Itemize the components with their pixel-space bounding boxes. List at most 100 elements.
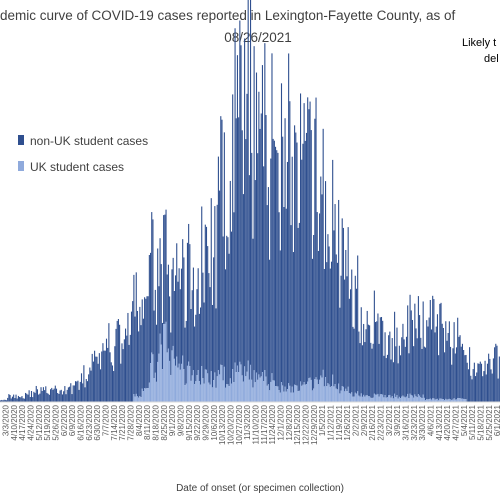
- bar-non-uk-cases: [409, 294, 411, 394]
- bar-non-uk-cases: [272, 138, 274, 381]
- bar-non-uk-cases: [236, 55, 238, 366]
- bar-non-uk-cases: [84, 387, 86, 402]
- bar-non-uk-cases: [130, 311, 133, 402]
- bar-non-uk-cases: [76, 381, 78, 402]
- bar-non-uk-cases: [126, 335, 128, 402]
- bar-non-uk-cases: [59, 390, 61, 402]
- bar-non-uk-cases: [336, 262, 338, 390]
- bar-uk-student-cases: [447, 399, 449, 402]
- bar-non-uk-cases: [427, 326, 429, 400]
- bar-uk-student-cases: [192, 369, 194, 402]
- bar-non-uk-cases: [358, 331, 360, 396]
- bar-non-uk-cases: [435, 326, 437, 400]
- x-tick-label: 5/19/2020: [43, 404, 52, 440]
- bar-non-uk-cases: [447, 333, 449, 400]
- x-tick-label: 8/11/2020: [143, 404, 152, 440]
- bar-uk-student-cases: [378, 396, 380, 402]
- bar-non-uk-cases: [350, 289, 352, 394]
- week-bar-group: [16, 395, 25, 402]
- bar-uk-student-cases: [254, 382, 256, 402]
- bar-non-uk-cases: [75, 381, 77, 402]
- bar-non-uk-cases: [473, 362, 475, 402]
- bar-uk-student-cases: [295, 385, 297, 402]
- bar-uk-student-cases: [285, 391, 287, 402]
- bar-uk-student-cases: [446, 399, 448, 402]
- legend: non-UK student cases UK student cases: [18, 134, 148, 174]
- bar-uk-student-cases: [315, 377, 317, 402]
- x-tick-label: 6/2/2020: [60, 404, 69, 436]
- bar-uk-student-cases: [421, 398, 423, 402]
- bar-non-uk-cases: [376, 321, 378, 395]
- bar-non-uk-cases: [89, 367, 91, 402]
- bar-uk-student-cases: [190, 380, 192, 402]
- bar-non-uk-cases: [282, 136, 284, 386]
- x-tick-label: 2/2/2021: [352, 404, 361, 436]
- bar-uk-student-cases: [233, 382, 235, 402]
- bar-non-uk-cases: [161, 322, 163, 370]
- bar-uk-student-cases: [409, 393, 411, 402]
- x-tick-label: 6/30/2020: [93, 404, 102, 440]
- bar-non-uk-cases: [458, 336, 460, 399]
- bar-non-uk-cases: [222, 236, 224, 381]
- bar-non-uk-cases: [363, 323, 365, 395]
- bar-uk-student-cases: [415, 396, 417, 402]
- bar-uk-student-cases: [353, 396, 355, 402]
- week-bar-group: [350, 255, 359, 402]
- bar-uk-student-cases: [298, 390, 300, 402]
- bar-non-uk-cases: [454, 353, 456, 400]
- bar-uk-student-cases: [163, 324, 165, 402]
- week-bar-group: [8, 394, 17, 402]
- bar-non-uk-cases: [367, 324, 369, 397]
- bar-non-uk-cases: [25, 392, 27, 402]
- bar-non-uk-cases: [201, 206, 203, 367]
- bar-uk-student-cases: [411, 395, 413, 402]
- bar-non-uk-cases: [316, 212, 318, 380]
- bar-uk-student-cases: [355, 393, 358, 402]
- bar-non-uk-cases: [148, 255, 150, 383]
- bar-non-uk-cases: [340, 275, 342, 391]
- bar-non-uk-cases: [234, 28, 236, 363]
- bar-uk-student-cases: [344, 391, 346, 402]
- bar-uk-student-cases: [455, 399, 458, 402]
- bar-non-uk-cases: [191, 290, 193, 376]
- x-tick-label: 4/24/2020: [27, 404, 36, 440]
- x-tick-label: 6/9/2020: [68, 404, 77, 436]
- bar-non-uk-cases: [54, 385, 56, 402]
- bar-non-uk-cases: [45, 386, 47, 402]
- bar-uk-student-cases: [238, 372, 240, 402]
- legend-swatch-non-uk: [18, 135, 24, 145]
- bar-uk-student-cases: [429, 398, 431, 402]
- bar-non-uk-cases: [135, 272, 137, 394]
- bar-uk-student-cases: [430, 399, 433, 402]
- bar-non-uk-cases: [308, 109, 310, 379]
- bar-uk-student-cases: [215, 387, 217, 402]
- week-bar-group: [375, 313, 384, 402]
- bar-non-uk-cases: [444, 352, 446, 401]
- bar-non-uk-cases: [22, 398, 24, 402]
- week-bar-group: [125, 301, 134, 402]
- bar-non-uk-cases: [5, 400, 8, 402]
- x-tick-label: 1/26/2021: [343, 404, 352, 440]
- bar-non-uk-cases: [65, 394, 67, 402]
- bar-uk-student-cases: [221, 365, 223, 402]
- bar-uk-student-cases: [432, 398, 434, 402]
- week-bar-group: [400, 305, 409, 402]
- bar-uk-student-cases: [135, 393, 137, 402]
- bar-non-uk-cases: [357, 255, 359, 392]
- bar-uk-student-cases: [401, 396, 403, 402]
- bar-non-uk-cases: [121, 343, 123, 402]
- week-bar-group: [483, 353, 492, 402]
- bar-non-uk-cases: [359, 343, 361, 397]
- bar-non-uk-cases: [384, 332, 386, 396]
- bar-non-uk-cases: [94, 350, 96, 402]
- bar-uk-student-cases: [370, 397, 372, 402]
- bar-non-uk-cases: [285, 208, 287, 392]
- week-bar-group: [141, 255, 150, 402]
- bar-non-uk-cases: [250, 0, 252, 365]
- x-tick-label: 7/14/2020: [110, 404, 119, 440]
- bar-non-uk-cases: [110, 362, 112, 402]
- bar-non-uk-cases: [264, 43, 266, 371]
- bar-non-uk-cases: [453, 322, 455, 399]
- bar-uk-student-cases: [280, 382, 283, 402]
- bar-non-uk-cases: [207, 246, 209, 374]
